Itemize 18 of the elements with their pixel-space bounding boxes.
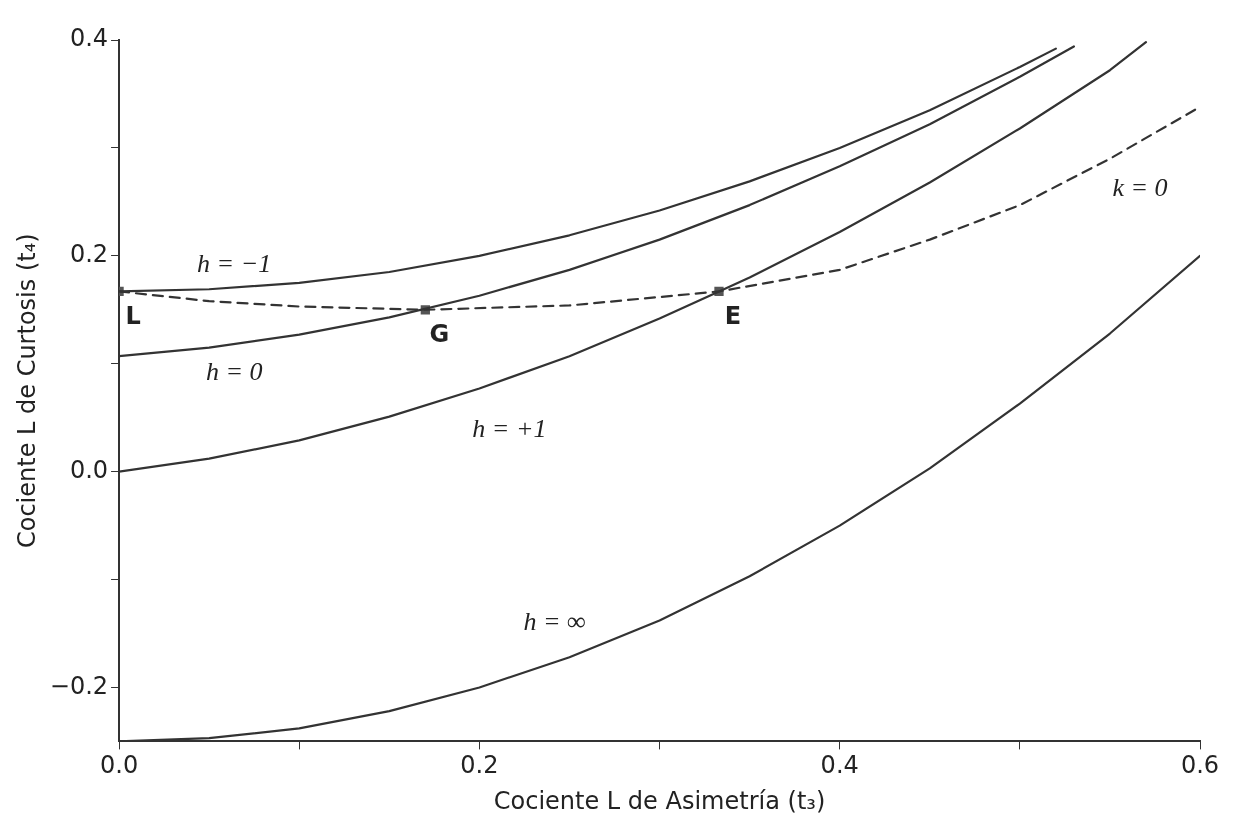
y-tick-label: 0.0: [69, 455, 109, 484]
data-label: G: [429, 320, 450, 348]
series-label: h = 0: [205, 357, 263, 387]
x-tick-label: 0.2: [460, 751, 499, 780]
series-label: h = −1: [197, 249, 272, 279]
y-tick-label: 0.2: [69, 240, 109, 269]
series-label: k = 0: [1112, 172, 1168, 202]
x-tick-label: 0.4: [820, 751, 859, 780]
y-axis-title: Cociente L de Curtosis (t₄): [12, 233, 41, 549]
y-tick-label: 0.4: [69, 24, 109, 53]
x-tick-label: 0.0: [99, 751, 139, 780]
data-label: L: [125, 301, 141, 330]
x-tick-label: 0.6: [1180, 751, 1220, 780]
y-tick-label: −0.2: [49, 671, 109, 700]
x-axis-title: Cociente L de Asimetría (t₃): [493, 786, 826, 815]
data-label: E: [724, 301, 742, 330]
series-label: h = ∞: [523, 607, 586, 637]
series-label: h = +1: [472, 414, 547, 444]
